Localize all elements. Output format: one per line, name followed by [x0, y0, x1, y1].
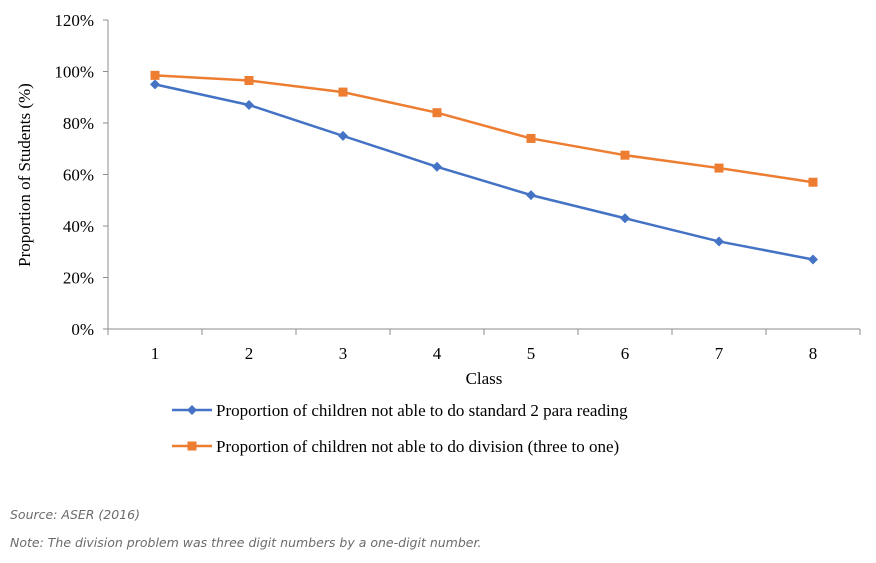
- series-2: [150, 70, 818, 187]
- legend-label: Proportion of children not able to do di…: [216, 437, 619, 456]
- legend-marker: [187, 441, 197, 451]
- x-tick-label: 2: [245, 344, 254, 363]
- data-point: [338, 130, 348, 141]
- x-axis-title: Class: [466, 369, 503, 388]
- y-axis-title: Proportion of Students (%): [15, 83, 34, 267]
- x-tick-label: 7: [715, 344, 724, 363]
- data-point: [620, 150, 630, 160]
- note-text: Note: The division problem was three dig…: [10, 535, 482, 550]
- series-1: [150, 79, 818, 265]
- data-point: [526, 190, 536, 201]
- data-point: [808, 254, 818, 265]
- y-tick-label: 60%: [63, 166, 94, 185]
- data-point: [808, 177, 818, 187]
- x-tick-label: 6: [621, 344, 630, 363]
- data-point: [432, 161, 442, 172]
- data-point: [432, 108, 442, 118]
- source-note: Source: ASER (2016): [10, 507, 140, 522]
- legend: Proportion of children not able to do st…: [172, 401, 628, 456]
- x-tick-label: 5: [527, 344, 536, 363]
- x-tick-label: 8: [809, 344, 818, 363]
- data-point: [244, 99, 254, 110]
- x-axis-ticks: 1 2 3 4 5 6 7 8: [107, 329, 861, 363]
- line-chart: 0% 20% 40% 60% 80% 100% 120% 1 2 3 4 5 6 7 8 Class Pr…: [15, 11, 861, 456]
- data-point: [714, 163, 724, 173]
- legend-label: Proportion of children not able to do st…: [216, 401, 628, 420]
- y-tick-label: 100%: [54, 63, 94, 82]
- series-1-line: [154, 83, 814, 261]
- x-tick-label: 3: [339, 344, 348, 363]
- y-tick-label: 80%: [63, 114, 94, 133]
- x-tick-label: 1: [151, 344, 160, 363]
- legend-item-2: Proportion of children not able to do di…: [172, 437, 619, 456]
- y-tick-label: 20%: [63, 269, 94, 288]
- data-point: [150, 70, 160, 80]
- y-tick-label: 40%: [63, 217, 94, 236]
- data-point: [244, 76, 254, 86]
- series-layer: [150, 70, 818, 265]
- data-point: [150, 79, 160, 90]
- y-axis-ticks: 0% 20% 40% 60% 80% 100% 120%: [54, 11, 108, 339]
- data-point: [338, 87, 348, 97]
- series-2-line: [154, 74, 814, 184]
- y-tick-label: 0%: [71, 320, 94, 339]
- y-tick-label: 120%: [54, 11, 94, 30]
- data-point: [526, 133, 536, 143]
- legend-marker: [187, 405, 197, 415]
- data-point: [620, 213, 630, 224]
- x-tick-label: 4: [433, 344, 442, 363]
- data-point: [714, 236, 724, 247]
- legend-item-1: Proportion of children not able to do st…: [172, 401, 628, 420]
